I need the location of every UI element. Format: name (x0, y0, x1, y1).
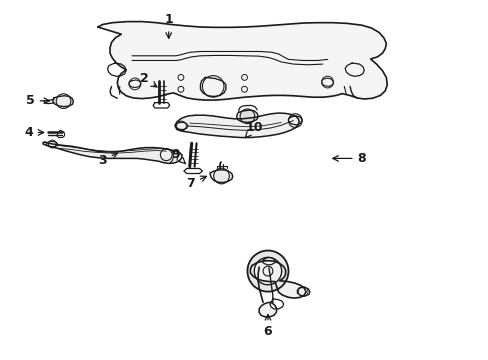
Text: 2: 2 (140, 72, 157, 87)
Polygon shape (53, 96, 73, 107)
Circle shape (202, 76, 224, 97)
Text: 5: 5 (26, 94, 49, 107)
Polygon shape (98, 22, 386, 100)
Text: 10: 10 (245, 121, 263, 138)
Text: 4: 4 (24, 126, 43, 139)
Circle shape (176, 121, 186, 131)
Text: 8: 8 (332, 152, 366, 165)
Text: 7: 7 (186, 176, 206, 190)
Polygon shape (175, 113, 299, 138)
Polygon shape (236, 110, 258, 122)
Circle shape (247, 251, 288, 292)
Circle shape (254, 257, 281, 285)
Text: 9: 9 (171, 148, 185, 164)
Circle shape (56, 94, 71, 108)
Polygon shape (210, 170, 232, 183)
Circle shape (288, 114, 302, 127)
Circle shape (213, 168, 229, 184)
Text: 3: 3 (98, 153, 117, 167)
Polygon shape (259, 302, 276, 317)
Circle shape (160, 149, 172, 161)
Polygon shape (250, 261, 305, 298)
Circle shape (240, 109, 254, 123)
Circle shape (298, 287, 307, 297)
Text: 6: 6 (263, 315, 272, 338)
Text: 1: 1 (164, 13, 173, 38)
Polygon shape (43, 142, 182, 163)
